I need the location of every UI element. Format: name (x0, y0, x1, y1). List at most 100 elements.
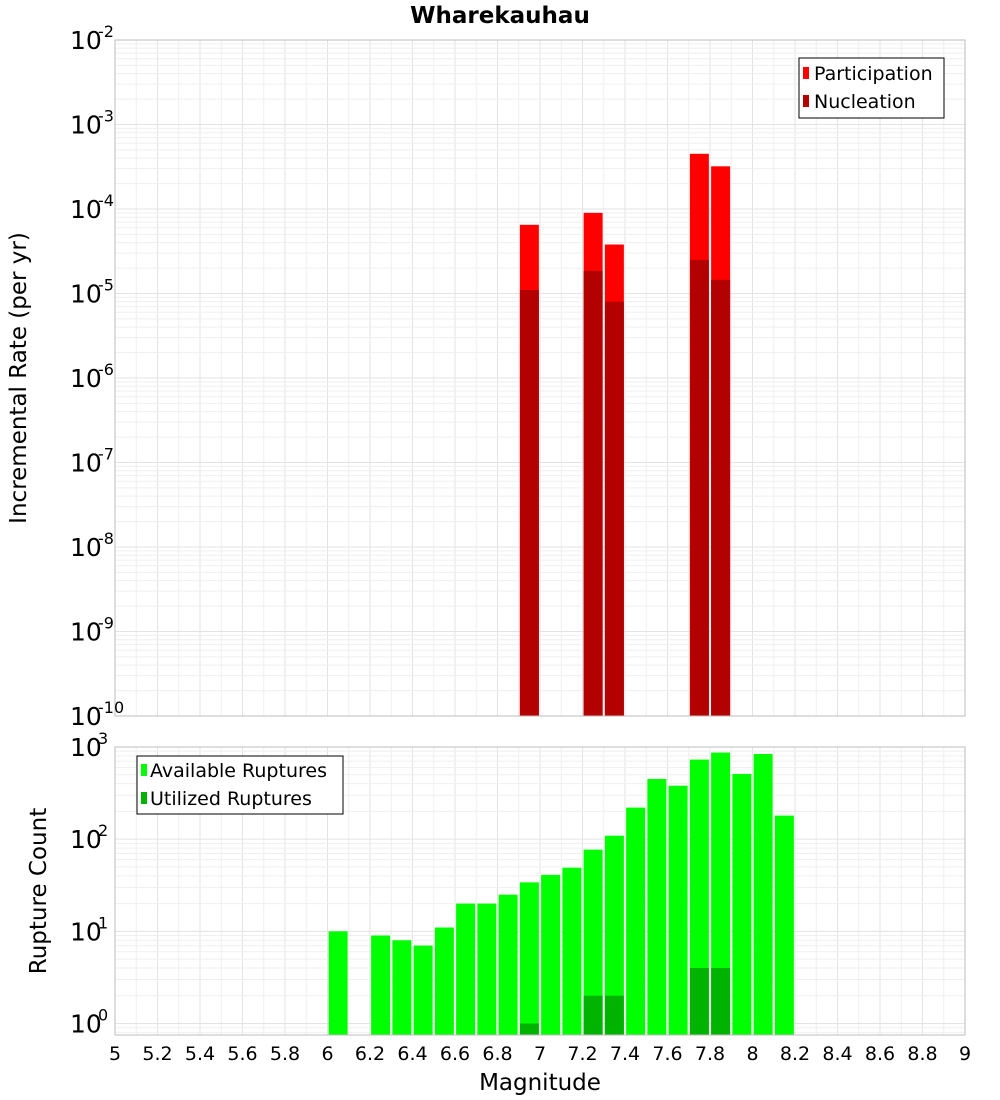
count-bar-available-ruptures (604, 835, 624, 1035)
count-bar-available-ruptures (541, 874, 561, 1035)
x-tick-label: 8.8 (907, 1043, 937, 1065)
rate-y-tick-label: 10-10 (70, 698, 124, 731)
utilized-legend-swatch (141, 792, 147, 804)
rate-y-tick-label: 10-7 (70, 445, 114, 478)
y-tick-base: 10 (70, 825, 102, 854)
count-bar-available-ruptures (583, 849, 603, 1035)
y-tick-base: 10 (70, 702, 102, 731)
x-tick-label: 5.4 (185, 1043, 215, 1065)
y-tick-base: 10 (70, 26, 102, 55)
y-tick-exponent: 3 (98, 729, 108, 748)
y-tick-base: 10 (70, 733, 102, 762)
count-plot-frame (114, 746, 966, 1036)
x-tick-label: 5 (109, 1043, 121, 1065)
y-tick-exponent: -2 (98, 22, 114, 41)
count-bar-utilized-ruptures (711, 967, 731, 1035)
count-y-tick-label: 101 (70, 913, 108, 946)
rate-plot-frame (114, 39, 966, 717)
count-bars (328, 752, 794, 1035)
participation-legend-swatch (803, 67, 809, 79)
y-tick-exponent: -9 (98, 614, 114, 633)
x-tick-label: 5.2 (142, 1043, 172, 1065)
x-tick-label: 8.6 (865, 1043, 895, 1065)
x-tick-label: 9 (959, 1043, 971, 1065)
rate-y-tick-label: 10-2 (70, 22, 114, 55)
count-bar-available-ruptures (774, 815, 794, 1035)
chart-title: Wharekauhau (410, 3, 590, 29)
x-tick-label: 8 (746, 1043, 758, 1065)
y-tick-exponent: -7 (98, 445, 114, 464)
rate-bar-nucleation (711, 279, 731, 716)
rate-bar-nucleation (583, 270, 603, 716)
count-legend-box (136, 755, 344, 815)
y-tick-base: 10 (70, 1009, 102, 1038)
participation-legend-label: Participation (814, 63, 933, 85)
count-bar-available-ruptures (498, 894, 518, 1035)
rate-y-tick-label: 10-8 (70, 529, 114, 562)
nucleation-legend-label: Nucleation (814, 91, 916, 113)
x-tick-label: 5.8 (270, 1043, 300, 1065)
y-tick-base: 10 (70, 111, 102, 140)
y-tick-exponent: -3 (98, 107, 114, 126)
y-tick-exponent: 1 (98, 913, 108, 932)
rate-bar-nucleation (689, 259, 709, 716)
count-bar-available-ruptures (562, 867, 582, 1035)
count-bar-utilized-ruptures (689, 967, 709, 1035)
count-legend: Available Ruptures Utilized Ruptures (136, 755, 344, 815)
y-tick-exponent: -5 (98, 276, 114, 295)
y-tick-base: 10 (70, 533, 102, 562)
count-bar-available-ruptures (689, 759, 709, 1035)
count-y-axis-label: Rupture Count (26, 808, 52, 974)
rate-y-tick-label: 10-4 (70, 191, 114, 224)
y-tick-base: 10 (70, 449, 102, 478)
y-tick-exponent: -10 (98, 698, 124, 717)
count-bar-available-ruptures (328, 931, 348, 1035)
rate-y-tick-label: 10-3 (70, 107, 114, 140)
x-tick-label: 8.2 (780, 1043, 810, 1065)
rate-legend-box (798, 57, 945, 119)
rate-legend: Participation Nucleation (798, 57, 945, 119)
x-tick-label: 6.2 (355, 1043, 385, 1065)
count-bar-utilized-ruptures (519, 1023, 539, 1035)
magnitude-x-ticks: 5 5.2 5.4 5.6 5.8 6 6.2 6.4 6.6 6.8 7 7.2 7.4 7.6 7.8 8… (109, 1043, 971, 1065)
available-legend-label: Available Ruptures (150, 760, 327, 782)
rate-y-axis-label: Incremental Rate (per yr) (6, 232, 32, 524)
y-tick-exponent: -8 (98, 529, 114, 548)
y-tick-exponent: -6 (98, 360, 114, 379)
y-tick-base: 10 (70, 364, 102, 393)
x-tick-label: 7.4 (610, 1043, 640, 1065)
x-tick-label: 6 (321, 1043, 333, 1065)
count-y-tick-label: 100 (70, 1005, 108, 1038)
count-bar-available-ruptures (668, 785, 688, 1035)
count-grid (114, 746, 966, 1035)
magnitude-x-axis-label: Magnitude (479, 1070, 601, 1096)
count-bar-available-ruptures (711, 752, 731, 1035)
rate-bar-nucleation (519, 290, 539, 716)
y-tick-base: 10 (70, 195, 102, 224)
count-y-tick-label: 102 (70, 821, 108, 854)
rate-y-tick-label: 10-6 (70, 360, 114, 393)
rate-y-tick-label: 10-5 (70, 276, 114, 309)
available-legend-swatch (141, 764, 147, 776)
count-bar-utilized-ruptures (604, 995, 624, 1035)
count-bar-available-ruptures (434, 927, 454, 1035)
y-tick-exponent: 0 (98, 1005, 108, 1024)
count-bar-available-ruptures (413, 945, 433, 1035)
rate-bars (519, 153, 731, 717)
x-tick-label: 8.4 (822, 1043, 852, 1065)
y-tick-exponent: 2 (98, 821, 108, 840)
y-tick-base: 10 (70, 280, 102, 309)
x-tick-label: 7.2 (567, 1043, 597, 1065)
y-tick-exponent: -4 (98, 191, 114, 210)
rate-grid (114, 39, 966, 717)
y-tick-base: 10 (70, 618, 102, 647)
count-bar-utilized-ruptures (583, 995, 603, 1035)
x-tick-label: 6.6 (440, 1043, 470, 1065)
rate-bar-nucleation (604, 301, 624, 716)
utilized-legend-label: Utilized Ruptures (150, 788, 312, 810)
count-bar-available-ruptures (732, 773, 752, 1035)
